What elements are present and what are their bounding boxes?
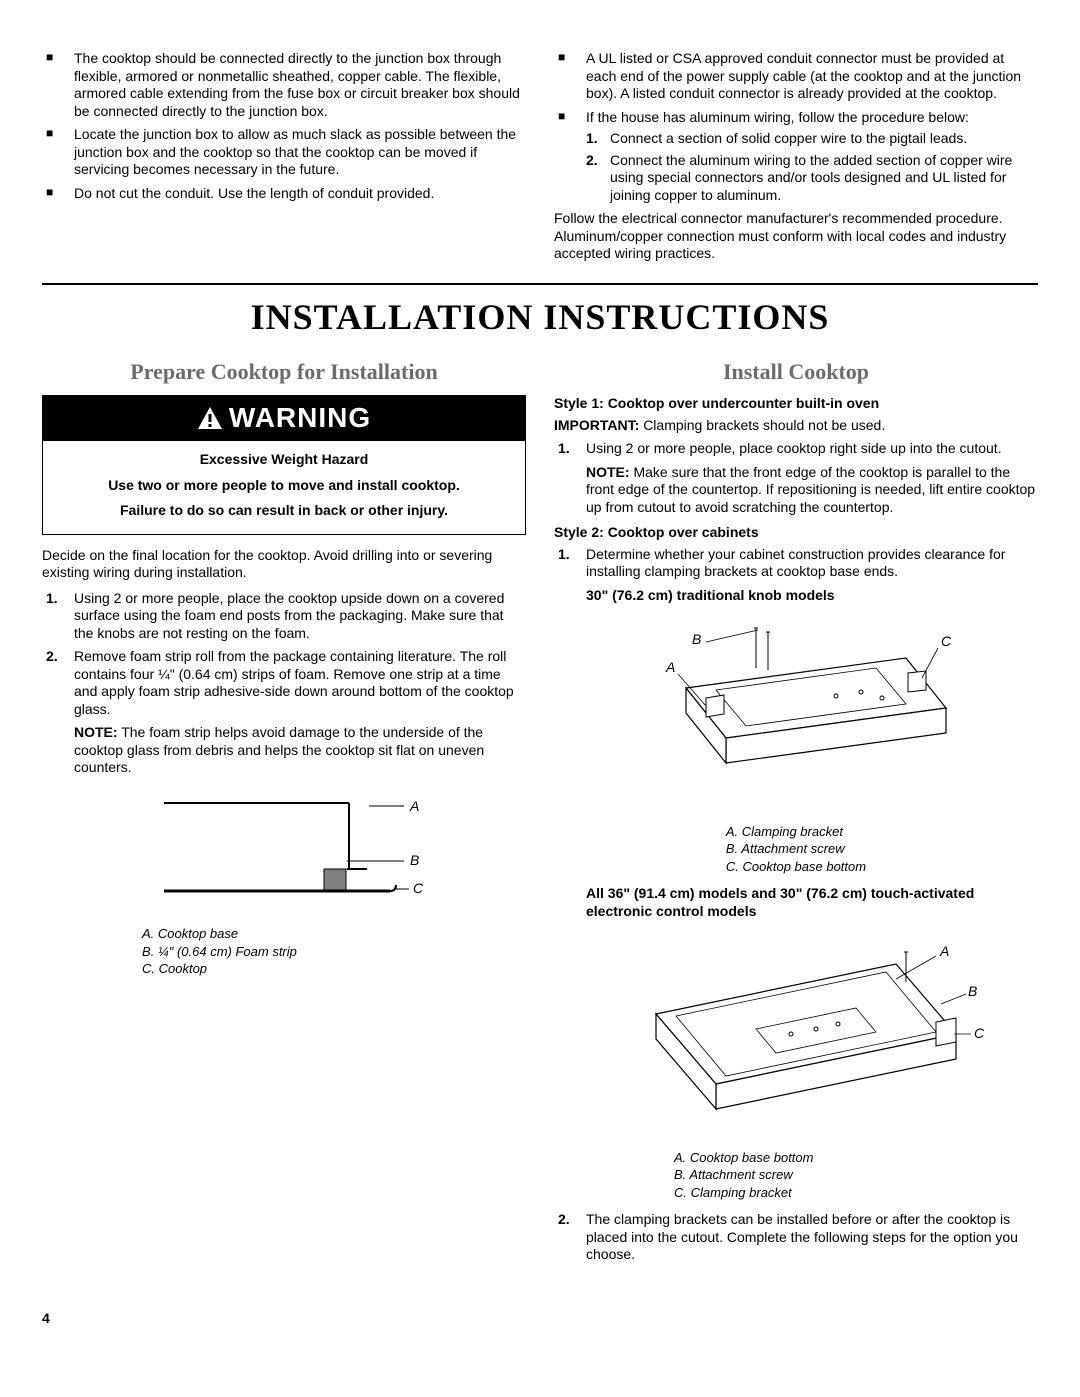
- warning-line: Failure to do so can result in back or o…: [59, 502, 509, 520]
- note-label: NOTE:: [586, 464, 630, 480]
- important-line: IMPORTANT: Clamping brackets should not …: [554, 417, 1038, 435]
- warning-line: Excessive Weight Hazard: [59, 451, 509, 469]
- follow-text: Follow the electrical connector manufact…: [554, 210, 1038, 263]
- step-item: Determine whether your cabinet construct…: [554, 546, 1038, 581]
- warning-header: WARNING: [43, 396, 525, 441]
- list-item: Do not cut the conduit. Use the length o…: [42, 185, 526, 203]
- style2-steps-cont: The clamping brackets can be installed b…: [554, 1211, 1038, 1264]
- important-label: IMPORTANT:: [554, 417, 639, 433]
- top-section: The cooktop should be connected directly…: [42, 50, 1038, 263]
- warning-body: Excessive Weight Hazard Use two or more …: [43, 441, 525, 534]
- intro-paragraph: Decide on the final location for the coo…: [42, 547, 526, 582]
- svg-text:C: C: [974, 1025, 985, 1041]
- list-item: The cooktop should be connected directly…: [42, 50, 526, 120]
- important-text: Clamping brackets should not be used.: [643, 417, 885, 433]
- sub-list-item: Connect a section of solid copper wire t…: [586, 130, 1038, 148]
- svg-text:B: B: [692, 631, 701, 647]
- sub-list: Connect a section of solid copper wire t…: [586, 130, 1038, 204]
- svg-text:A: A: [665, 659, 675, 675]
- legend-item: C. Cooktop base bottom: [726, 858, 866, 876]
- cooktop-diagram-30: A B C A. Clamping bracket B. Attachment …: [554, 618, 1038, 875]
- legend-item: B. Attachment screw: [726, 840, 866, 858]
- top-left-list: The cooktop should be connected directly…: [42, 50, 526, 202]
- svg-text:C: C: [941, 633, 952, 649]
- legend-item: A. Cooktop base bottom: [674, 1149, 813, 1167]
- main-section: Prepare Cooktop for Installation WARNING…: [42, 358, 1038, 1270]
- top-right-list: A UL listed or CSA approved conduit conn…: [554, 50, 1038, 204]
- list-item: Locate the junction box to allow as much…: [42, 126, 526, 179]
- diagram-legend: A. Clamping bracket B. Attachment screw …: [726, 823, 866, 876]
- step-item: Using 2 or more people, place cooktop ri…: [554, 440, 1038, 458]
- diagram-legend: A. Cooktop base bottom B. Attachment scr…: [674, 1149, 813, 1202]
- legend-item: C. Cooktop: [142, 960, 526, 978]
- top-right-column: A UL listed or CSA approved conduit conn…: [554, 50, 1038, 263]
- style2-heading: Style 2: Cooktop over cabinets: [554, 524, 1038, 542]
- list-item: A UL listed or CSA approved conduit conn…: [554, 50, 1038, 103]
- warning-triangle-icon: [197, 406, 223, 430]
- page-title: INSTALLATION INSTRUCTIONS: [42, 295, 1038, 340]
- diagram-svg: A B C: [134, 791, 434, 911]
- diagram-svg: A B C: [606, 934, 986, 1134]
- svg-text:C: C: [413, 880, 424, 896]
- style2-steps: Determine whether your cabinet construct…: [554, 546, 1038, 581]
- note-text: The foam strip helps avoid damage to the…: [74, 724, 484, 775]
- legend-item: A. Clamping bracket: [726, 823, 866, 841]
- section-heading-install: Install Cooktop: [554, 358, 1038, 386]
- list-item-text: If the house has aluminum wiring, follow…: [586, 109, 969, 125]
- install-column: Install Cooktop Style 1: Cooktop over un…: [554, 358, 1038, 1270]
- foam-strip-diagram: A B C A. Cooktop base B. ¼" (0.64 cm) Fo…: [42, 791, 526, 978]
- sub-heading-36: All 36" (91.4 cm) models and 30" (76.2 c…: [554, 885, 1038, 920]
- section-heading-prepare: Prepare Cooktop for Installation: [42, 358, 526, 386]
- cooktop-diagram-36: A B C A. Cooktop base bottom B. Attachme…: [554, 934, 1038, 1201]
- warning-label: WARNING: [229, 400, 371, 435]
- page-number: 4: [42, 1310, 1038, 1328]
- list-item: If the house has aluminum wiring, follow…: [554, 109, 1038, 205]
- top-left-column: The cooktop should be connected directly…: [42, 50, 526, 263]
- style1-heading: Style 1: Cooktop over undercounter built…: [554, 395, 1038, 413]
- legend-item: C. Clamping bracket: [674, 1184, 813, 1202]
- note-block: NOTE: The foam strip helps avoid damage …: [42, 724, 526, 777]
- divider: [42, 283, 1038, 285]
- prepare-steps: Using 2 or more people, place the cookto…: [42, 590, 526, 719]
- step-item: Using 2 or more people, place the cookto…: [42, 590, 526, 643]
- note-text: Make sure that the front edge of the coo…: [586, 464, 1035, 515]
- svg-text:B: B: [968, 983, 977, 999]
- sub-heading-30: 30" (76.2 cm) traditional knob models: [554, 587, 1038, 605]
- svg-text:A: A: [409, 798, 419, 814]
- diagram-legend: A. Cooktop base B. ¼" (0.64 cm) Foam str…: [42, 925, 526, 978]
- prepare-column: Prepare Cooktop for Installation WARNING…: [42, 358, 526, 1270]
- legend-item: A. Cooktop base: [142, 925, 526, 943]
- diagram-svg: A B C: [606, 618, 986, 808]
- style1-steps: Using 2 or more people, place cooktop ri…: [554, 440, 1038, 458]
- sub-list-item: Connect the aluminum wiring to the added…: [586, 152, 1038, 205]
- note-label: NOTE:: [74, 724, 118, 740]
- legend-item: B. ¼" (0.64 cm) Foam strip: [142, 943, 526, 961]
- warning-line: Use two or more people to move and insta…: [59, 477, 509, 495]
- step-item: Remove foam strip roll from the package …: [42, 648, 526, 718]
- step-item: The clamping brackets can be installed b…: [554, 1211, 1038, 1264]
- note-block: NOTE: Make sure that the front edge of t…: [554, 464, 1038, 517]
- svg-text:B: B: [410, 852, 419, 868]
- svg-text:A: A: [939, 943, 949, 959]
- legend-item: B. Attachment screw: [674, 1166, 813, 1184]
- warning-box: WARNING Excessive Weight Hazard Use two …: [42, 395, 526, 535]
